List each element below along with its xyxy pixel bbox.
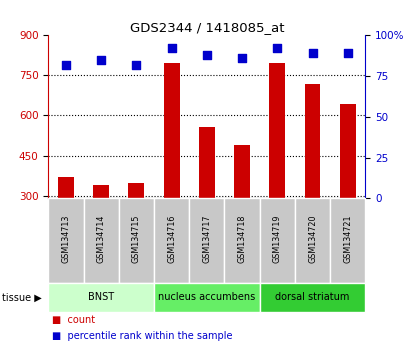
Bar (154, 283, 260, 312)
Bar (154, 198, 189, 283)
Bar (84, 198, 119, 283)
Bar (304, 84, 320, 198)
Bar (164, 63, 179, 198)
Bar (269, 63, 285, 198)
Bar (93, 185, 109, 198)
Text: GSM134714: GSM134714 (97, 215, 106, 263)
Text: GSM134720: GSM134720 (308, 215, 317, 263)
Text: GSM134719: GSM134719 (273, 215, 282, 263)
Text: GSM134721: GSM134721 (343, 215, 352, 263)
Bar (58, 177, 74, 198)
Point (239, 55, 245, 61)
Bar (199, 127, 215, 198)
Text: dorsal striatum: dorsal striatum (276, 292, 350, 302)
Bar (260, 283, 365, 312)
Text: GSM134715: GSM134715 (132, 215, 141, 263)
Point (274, 46, 281, 51)
Point (309, 51, 316, 56)
Point (168, 46, 175, 51)
Bar (129, 183, 144, 198)
Bar (330, 198, 365, 283)
Text: GSM134713: GSM134713 (61, 215, 71, 263)
Bar (48, 198, 84, 283)
Bar (224, 198, 260, 283)
Text: GSM134716: GSM134716 (167, 215, 176, 263)
Point (133, 62, 140, 68)
Bar (260, 198, 295, 283)
Bar (340, 104, 356, 198)
Bar (295, 198, 330, 283)
Bar (119, 198, 154, 283)
Bar (48, 283, 154, 312)
Bar (234, 145, 250, 198)
Point (98, 57, 105, 63)
Text: GSM134718: GSM134718 (238, 215, 247, 263)
Bar (189, 198, 224, 283)
Text: ■  percentile rank within the sample: ■ percentile rank within the sample (52, 331, 233, 341)
Title: GDS2344 / 1418085_at: GDS2344 / 1418085_at (130, 21, 284, 34)
Text: tissue ▶: tissue ▶ (2, 292, 42, 302)
Text: nucleus accumbens: nucleus accumbens (158, 292, 255, 302)
Point (63, 62, 69, 68)
Point (344, 51, 351, 56)
Text: BNST: BNST (88, 292, 114, 302)
Point (203, 52, 210, 58)
Text: ■  count: ■ count (52, 315, 96, 325)
Text: GSM134717: GSM134717 (202, 215, 211, 263)
